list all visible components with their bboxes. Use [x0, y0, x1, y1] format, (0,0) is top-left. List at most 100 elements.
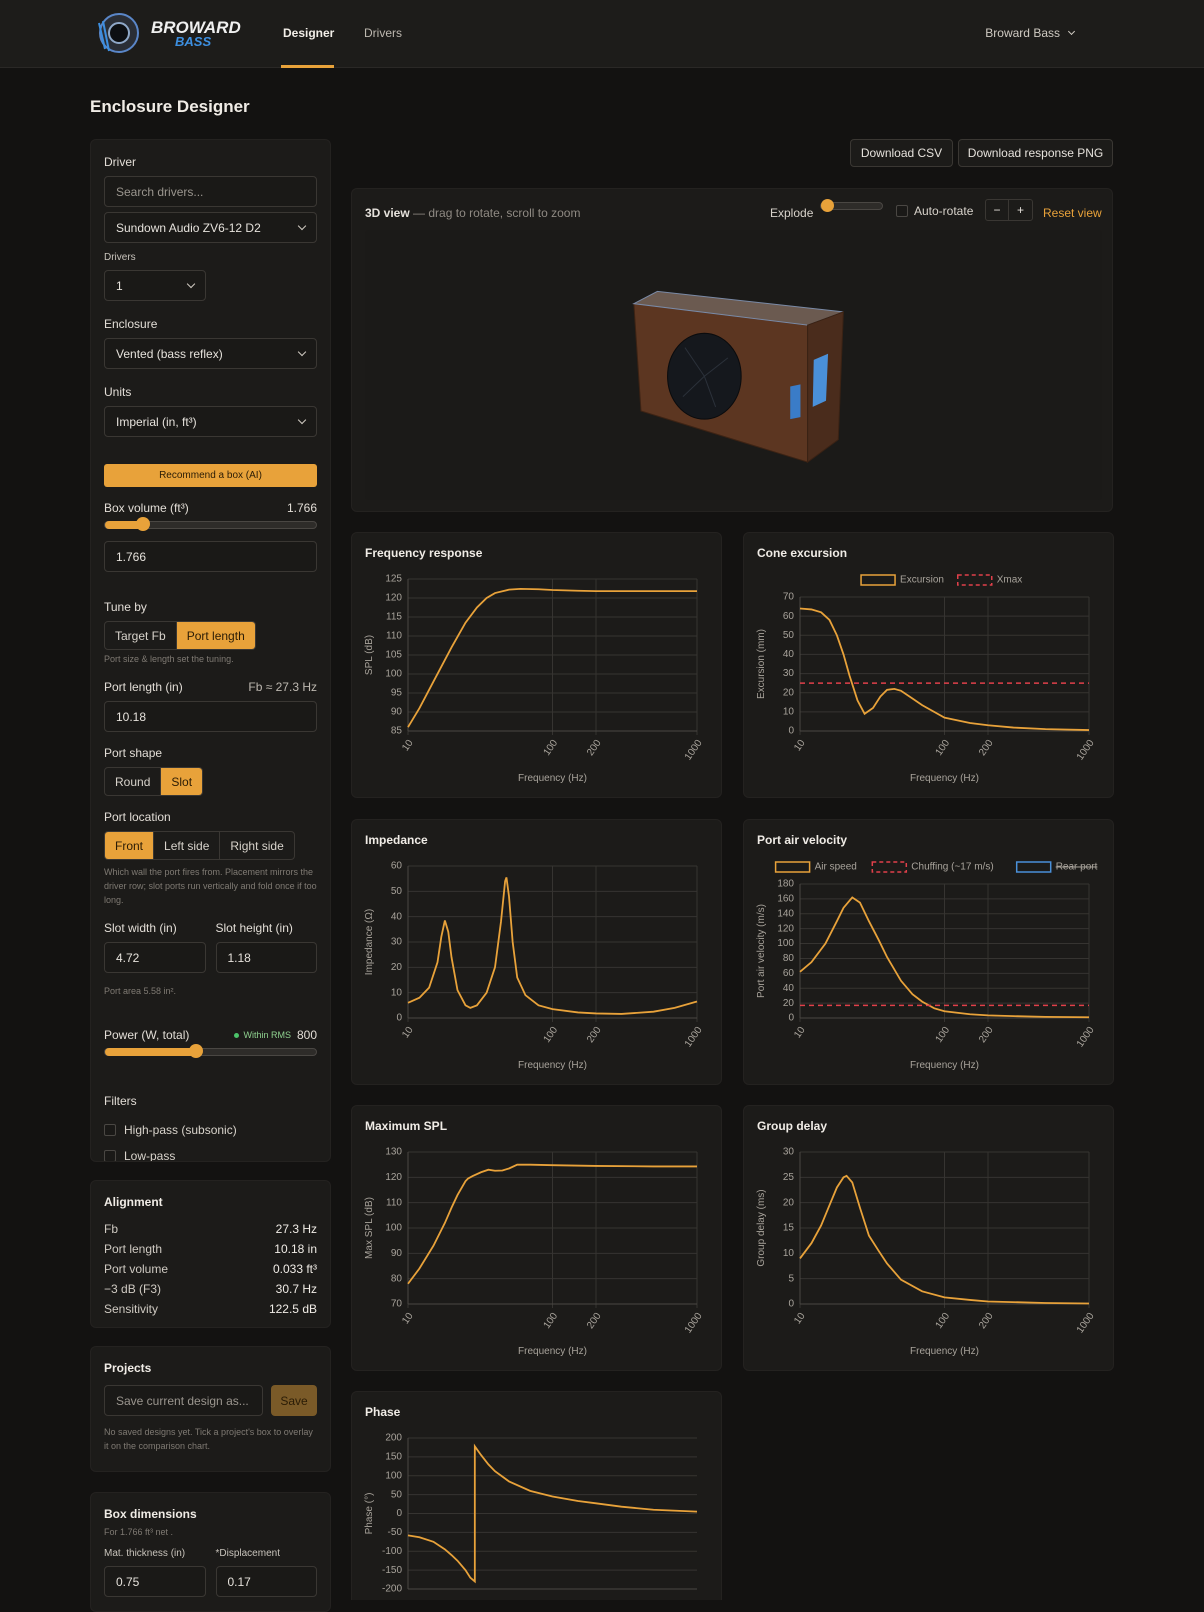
- y-tick-label: 115: [386, 612, 402, 623]
- save-button[interactable]: Save: [271, 1385, 317, 1416]
- displacement-input[interactable]: 0.17: [215, 1566, 317, 1597]
- chev: [186, 279, 196, 288]
- x-tick-label: 100: [934, 738, 953, 758]
- y-tick-label: 0: [396, 1508, 402, 1519]
- drivers-select[interactable]: 1: [104, 270, 206, 301]
- thickness-input[interactable]: 0.75: [104, 1566, 206, 1597]
- thumb: [188, 1044, 203, 1058]
- chart-title: Impedance: [365, 833, 428, 847]
- zoom-out-button[interactable]: −: [986, 200, 1009, 220]
- kv: Port length 10.18 in: [104, 1239, 317, 1259]
- data-line: [407, 877, 698, 1015]
- download-png-button[interactable]: Download response PNG: [958, 139, 1113, 167]
- span: Port volume: [104, 1262, 169, 1276]
- nav-tab[interactable]: Drivers: [364, 26, 402, 40]
- span[interactable]: Right side: [230, 838, 284, 853]
- row: Within RMS 800: [234, 1028, 317, 1042]
- div: Slot width (in) 4.72: [104, 921, 206, 978]
- slot-height-input[interactable]: 1.18: [215, 942, 317, 973]
- sidebar: Driver Search drivers... Sundown Audio Z…: [90, 139, 331, 1162]
- active[interactable]: Front: [105, 832, 155, 859]
- power-slider[interactable]: [104, 1044, 317, 1058]
- filter-checkbox[interactable]: High-pass (subsonic): [104, 1123, 317, 1137]
- y-axis-label: Group delay (ms): [756, 1189, 767, 1266]
- auto-rotate-checkbox[interactable]: Auto-rotate: [896, 204, 973, 218]
- hint: Which wall the port fires from. Placemen…: [104, 867, 317, 905]
- fill: [105, 521, 143, 529]
- chart: Group delay 0 5 10 15 20 25 30 10 100 200 1000 Frequ…: [756, 1119, 1097, 1357]
- span[interactable]: Left side: [154, 832, 221, 859]
- y-tick-label: 110: [386, 1197, 402, 1208]
- driver-select[interactable]: Sundown Audio ZV6-12 D2: [104, 212, 317, 243]
- logo[interactable]: BROWARD BASS: [95, 9, 255, 59]
- top-nav: BROWARD BASS Designer Drivers Broward Ba…: [0, 0, 1204, 68]
- span: Sundown Audio ZV6-12 D2: [116, 220, 261, 235]
- lab: Tune by: [104, 600, 147, 614]
- zoom-in-button[interactable]: +: [1016, 203, 1024, 217]
- chart-title: Group delay: [757, 1119, 827, 1133]
- volume-input[interactable]: 1.766: [104, 541, 317, 572]
- chart-title: Phase: [365, 1405, 401, 1419]
- lab: Units: [104, 385, 132, 399]
- span: Port length: [104, 1242, 163, 1256]
- row: Power (W, total) Within RMS 800: [104, 1028, 317, 1042]
- 3d-viewport[interactable]: [365, 230, 1102, 500]
- span[interactable]: Target Fb: [105, 622, 177, 649]
- nav-tab[interactable]: Designer: [283, 26, 335, 40]
- volume-slider[interactable]: [104, 517, 317, 531]
- x-tick-label: 10: [792, 1311, 808, 1327]
- div: − +: [985, 199, 1033, 221]
- chev: [1067, 27, 1076, 35]
- chart-panel: Phase -200 -150 -100 -50 0 50 100 150 200 Phase (°…: [351, 1391, 722, 1600]
- account-menu[interactable]: Broward Bass: [985, 26, 1076, 40]
- y-tick-label: 25: [783, 1172, 795, 1183]
- x-axis-label: Frequency (Hz): [518, 1346, 587, 1357]
- data-line: [799, 607, 1090, 731]
- units-select[interactable]: Imperial (in, ft³): [104, 406, 317, 437]
- y-tick-label: 40: [391, 911, 403, 922]
- y-tick-label: 105: [385, 650, 402, 661]
- polygon: [812, 353, 829, 407]
- reset-view-button[interactable]: Reset view: [1043, 206, 1102, 220]
- b: 30.7 Hz: [275, 1282, 317, 1296]
- y-tick-label: 20: [783, 998, 795, 1009]
- driver-search[interactable]: Search drivers...: [104, 176, 317, 207]
- projects-panel: Projects Save current design as... Save …: [90, 1346, 331, 1472]
- y-tick-label: -150: [382, 1565, 402, 1576]
- chev: [297, 415, 307, 424]
- y-tick-label: -200: [382, 1584, 402, 1595]
- y-tick-label: 120: [385, 593, 402, 604]
- lab: Driver: [104, 155, 136, 169]
- project-name-input[interactable]: Save current design as...: [104, 1385, 263, 1416]
- kv: Fb 27.3 Hz: [104, 1219, 317, 1239]
- filter-checkbox[interactable]: Low-pass: [104, 1149, 317, 1161]
- y-tick-label: 10: [783, 706, 795, 717]
- active[interactable]: Port length: [176, 622, 255, 649]
- slot-width-input[interactable]: 4.72: [104, 942, 206, 973]
- recommend-button[interactable]: Recommend a box (AI): [104, 464, 317, 487]
- port-length-input[interactable]: 10.18: [104, 701, 317, 732]
- data-line: [407, 1163, 697, 1285]
- path: [682, 347, 729, 408]
- enclosure-select[interactable]: Vented (bass reflex): [104, 338, 317, 369]
- y-tick-label: 10: [391, 987, 403, 998]
- active[interactable]: Slot: [161, 768, 203, 795]
- y-tick-label: 40: [783, 649, 795, 660]
- row: Port length (in) Fb ≈ 27.3 Hz: [104, 680, 317, 694]
- legend-label: Excursion: [900, 575, 944, 586]
- circle: [108, 22, 130, 44]
- data-line: [799, 1174, 1090, 1305]
- legend-label: Rear port: [1056, 862, 1098, 873]
- chart-title: Cone excursion: [757, 546, 847, 560]
- span: Box volume (ft³): [104, 501, 189, 515]
- y-tick-label: 60: [783, 968, 795, 979]
- y-tick-label: 100: [777, 938, 794, 949]
- lab: Port location: [104, 810, 171, 824]
- legend-label: Air speed: [815, 862, 857, 873]
- download-csv-button[interactable]: Download CSV: [850, 139, 953, 167]
- legend-swatch: [1015, 861, 1052, 873]
- explode-slider[interactable]: [820, 199, 883, 212]
- y-axis-label: Port air velocity (m/s): [756, 904, 767, 998]
- span[interactable]: Round: [105, 768, 162, 795]
